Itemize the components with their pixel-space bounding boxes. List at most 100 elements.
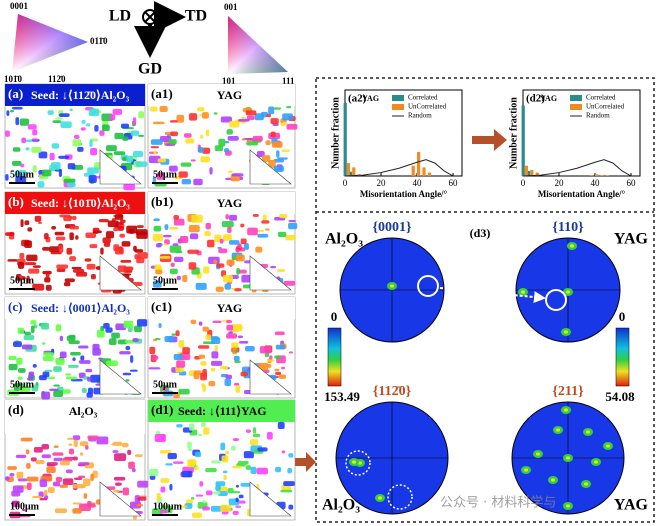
grain xyxy=(205,490,213,496)
grain xyxy=(20,437,33,442)
grain xyxy=(30,320,37,325)
link-arrow xyxy=(294,452,316,472)
panel-banner xyxy=(148,297,295,319)
grain xyxy=(52,120,62,124)
grain xyxy=(98,219,109,223)
grain xyxy=(86,123,91,127)
bar xyxy=(422,167,426,176)
bar xyxy=(527,170,531,176)
pole-spot-core xyxy=(521,290,525,294)
panel-label: (d2) xyxy=(526,93,545,105)
grain xyxy=(282,121,288,125)
pole-spot-core xyxy=(564,408,568,412)
grain xyxy=(243,389,252,395)
grain xyxy=(287,467,293,474)
y-axis-label: Number fraction xyxy=(330,97,341,169)
grain xyxy=(224,140,230,144)
grain xyxy=(181,178,192,185)
grain xyxy=(209,167,213,175)
grain xyxy=(66,182,76,187)
grain xyxy=(38,375,47,381)
grain xyxy=(107,220,119,228)
pole-spot-core xyxy=(564,330,568,334)
legend-title: YAG xyxy=(362,94,379,103)
pole-spot-core xyxy=(378,496,382,500)
grain xyxy=(92,348,101,356)
grain xyxy=(247,227,258,236)
grain xyxy=(245,429,251,433)
grain xyxy=(187,441,192,449)
grain xyxy=(72,484,85,489)
grain xyxy=(190,159,196,162)
grain xyxy=(173,218,185,226)
grain xyxy=(270,131,276,138)
grain xyxy=(213,112,218,115)
grain xyxy=(30,457,37,462)
bar xyxy=(427,172,431,176)
grain xyxy=(53,482,57,485)
grain xyxy=(208,380,216,387)
grain xyxy=(256,467,268,475)
grain xyxy=(189,233,199,240)
x-tick-label: 0 xyxy=(343,178,348,188)
grain xyxy=(117,225,124,231)
grain xyxy=(187,459,196,468)
pole-spot-core xyxy=(594,460,598,464)
grain xyxy=(187,249,200,254)
colorbar-min: 0 xyxy=(331,309,338,324)
grain xyxy=(74,477,83,481)
key-label: 111 xyxy=(282,76,295,86)
grain xyxy=(169,483,173,491)
grain xyxy=(215,484,221,491)
grain xyxy=(171,333,176,336)
grain xyxy=(245,110,257,116)
grain xyxy=(39,479,48,487)
grain xyxy=(92,470,98,479)
grain xyxy=(181,470,193,478)
grain xyxy=(88,175,97,183)
grain xyxy=(60,121,72,129)
grain xyxy=(241,274,251,283)
panel-title: Seed: ↓⟨101̄0⟩Al₂O₃ xyxy=(31,196,130,210)
grain xyxy=(9,473,15,477)
scale-label: 50μm xyxy=(10,169,35,180)
grain xyxy=(87,167,99,174)
grain xyxy=(202,326,209,332)
grain xyxy=(187,448,193,452)
phase-label: YAG xyxy=(614,497,649,514)
scale-label: 50μm xyxy=(10,379,35,390)
grain xyxy=(65,376,78,380)
grain xyxy=(25,147,30,151)
grain xyxy=(202,506,210,511)
grain xyxy=(78,360,91,364)
grain xyxy=(7,259,18,262)
grain xyxy=(288,351,294,354)
scale-label: 100μm xyxy=(10,501,40,512)
grain xyxy=(35,459,45,465)
grain xyxy=(125,266,134,271)
panel-title: Seed: ↓⟨112̄0⟩Al₂O₃ xyxy=(31,88,130,102)
grain xyxy=(64,278,75,283)
bar xyxy=(595,174,599,176)
grain xyxy=(137,496,147,501)
grain xyxy=(179,505,188,508)
grain xyxy=(117,339,128,345)
grain xyxy=(123,320,134,329)
grain xyxy=(102,237,111,244)
panel-banner xyxy=(5,192,145,214)
grain xyxy=(32,265,41,268)
grain xyxy=(238,118,250,122)
panel-title: Seed: ↓⟨111⟩YAG xyxy=(178,404,267,418)
grain xyxy=(90,274,96,280)
grain xyxy=(200,372,208,381)
grain xyxy=(86,392,93,398)
grain xyxy=(172,243,179,246)
panel-label: (a1) xyxy=(151,86,173,101)
grain xyxy=(58,245,64,253)
grain xyxy=(128,229,135,234)
bar xyxy=(600,175,604,176)
grain xyxy=(136,231,148,239)
grain xyxy=(195,282,207,290)
grain xyxy=(134,254,139,260)
colorbar xyxy=(327,327,342,387)
